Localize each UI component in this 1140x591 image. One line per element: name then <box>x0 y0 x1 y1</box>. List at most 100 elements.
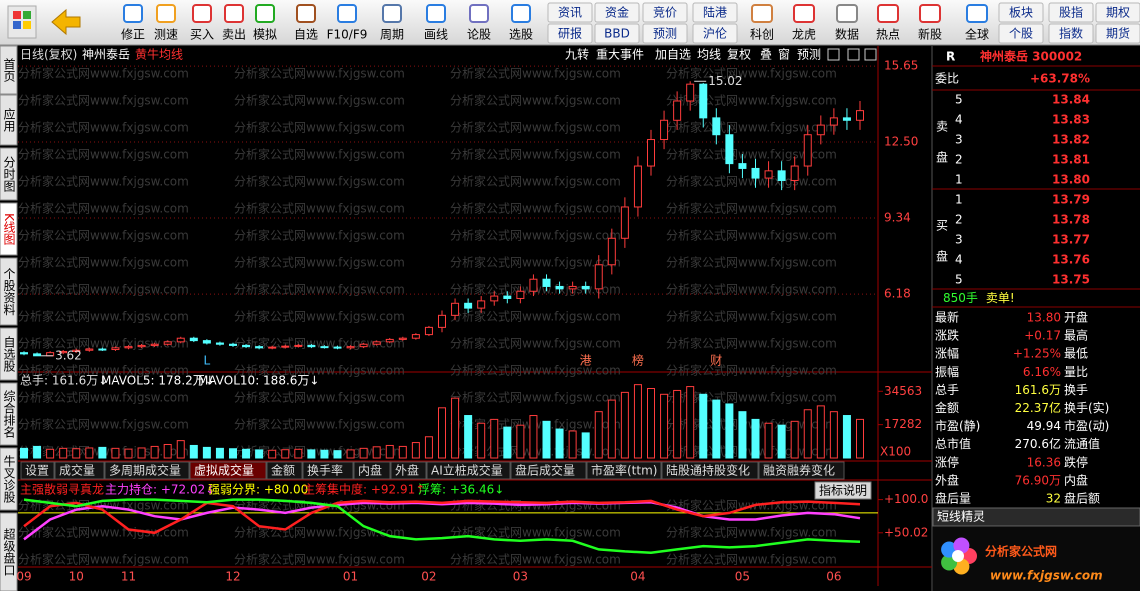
watermark-text: 分析家公式网www.fxjgsw.com <box>234 120 405 135</box>
button-label: 周期 <box>380 28 404 42</box>
event-marker: 榜 <box>632 353 644 368</box>
indicator-tab[interactable] <box>390 461 427 480</box>
indicator-tab[interactable] <box>426 461 511 480</box>
candle-body <box>607 237 616 266</box>
indicator-tab[interactable] <box>104 461 190 480</box>
stat-value: 6.16% <box>1023 365 1061 379</box>
volume-bar <box>699 393 708 459</box>
header-button[interactable]: 加自选 <box>655 48 691 62</box>
toolbar-button[interactable] <box>998 23 1044 44</box>
sidebar-tab[interactable] <box>0 147 18 201</box>
watermark-text: 分析家公式网www.fxjgsw.com <box>450 201 621 216</box>
sidebar-tab[interactable] <box>0 512 18 591</box>
volume-bar <box>189 444 198 459</box>
indicator-tab[interactable] <box>586 461 662 480</box>
button-icon <box>836 4 858 23</box>
sidebar-tab-label: 自选股 <box>2 336 16 373</box>
header-button[interactable]: 窗 <box>778 48 790 62</box>
toolbar-button[interactable] <box>642 2 688 23</box>
volume-bar <box>202 446 211 459</box>
tab-label: 盘后成交量 <box>515 463 575 478</box>
sidebar-tab[interactable] <box>0 202 18 256</box>
sidebar-tab[interactable] <box>0 327 18 381</box>
quote-title: 神州泰岳 300002 <box>980 49 1082 64</box>
header-button[interactable]: 叠 <box>760 48 772 62</box>
indicator-tab[interactable] <box>189 461 267 480</box>
volume-bar <box>607 399 616 459</box>
watermark-text: 分析家公式网www.fxjgsw.com <box>666 93 837 108</box>
header-icon[interactable] <box>847 48 860 61</box>
toolbar-button[interactable] <box>547 2 593 23</box>
candle-body <box>320 346 329 349</box>
button-icon <box>877 4 899 23</box>
indicator-tab[interactable] <box>54 461 105 480</box>
candle-body <box>242 344 251 348</box>
watermark-text: 分析家公式网www.fxjgsw.com <box>18 282 189 297</box>
volume-bar <box>816 405 825 459</box>
menu-icon[interactable] <box>7 5 37 39</box>
header-button[interactable]: 复权 <box>727 48 751 62</box>
header-button[interactable]: 重大事件 <box>596 48 644 62</box>
stat-label: 最新 <box>935 310 959 325</box>
volume-bar <box>803 409 812 459</box>
header-icon[interactable] <box>864 48 877 61</box>
indicator-help-button[interactable] <box>814 481 872 500</box>
sidebar-tab[interactable] <box>0 382 18 446</box>
stat-value: 270.6亿 <box>1015 436 1061 451</box>
volume-bar <box>633 384 642 459</box>
toolbar-button[interactable] <box>642 23 688 44</box>
indicator-tab[interactable] <box>266 461 303 480</box>
button-icon <box>426 4 446 23</box>
watermark-text: 分析家公式网www.fxjgsw.com <box>450 174 621 189</box>
button-label: 个股 <box>1009 27 1033 41</box>
watermark-text: 分析家公式网www.fxjgsw.com <box>450 525 621 540</box>
toolbar-button[interactable] <box>998 2 1044 23</box>
sidebar-tab[interactable] <box>0 45 18 95</box>
sidebar-tab[interactable] <box>0 257 18 326</box>
indicator-tab[interactable] <box>758 461 845 480</box>
indicator-tab[interactable] <box>302 461 354 480</box>
toolbar-button[interactable] <box>1048 2 1094 23</box>
volume-bar <box>372 446 381 459</box>
candle-body <box>163 341 172 345</box>
volume-bar <box>777 424 786 459</box>
header-button[interactable]: 九转 <box>565 47 589 62</box>
sidebar-tab[interactable] <box>0 447 18 511</box>
toolbar-button[interactable] <box>1095 2 1140 23</box>
watermark-text: 分析家公式网www.fxjgsw.com <box>450 336 621 351</box>
volume-bar <box>529 415 538 459</box>
indicator-tab[interactable] <box>661 461 759 480</box>
back-button[interactable] <box>51 8 81 36</box>
toolbar-button[interactable] <box>1095 23 1140 44</box>
volume-bar <box>581 432 590 459</box>
indicator-tab[interactable] <box>20 461 55 480</box>
volume-bar <box>385 444 394 459</box>
button-label: 科创 <box>750 28 774 42</box>
indicator-tab[interactable] <box>353 461 391 480</box>
toolbar-button[interactable] <box>692 2 738 23</box>
candle-body <box>842 117 851 121</box>
toolbar-button[interactable] <box>594 2 640 23</box>
toolbar-button[interactable] <box>692 23 738 44</box>
sidebar-tab[interactable] <box>0 94 18 146</box>
candle-body <box>346 346 355 349</box>
watermark-text: 分析家公式网www.fxjgsw.com <box>666 282 837 297</box>
watermark-text: 分析家公式网www.fxjgsw.com <box>234 228 405 243</box>
candle-body <box>451 302 460 316</box>
toolbar-button[interactable] <box>1048 23 1094 44</box>
volume-bar <box>320 449 329 459</box>
toolbar-button[interactable] <box>547 23 593 44</box>
x-tick-label: 04 <box>630 570 645 584</box>
volume-bar <box>490 418 499 459</box>
toolbar-button[interactable] <box>594 23 640 44</box>
watermark-text: 分析家公式网www.fxjgsw.com <box>234 552 405 567</box>
button-icon <box>793 4 815 23</box>
stat-label: 盘后额 <box>1064 491 1100 506</box>
tab-label: 多周期成交量 <box>109 463 181 478</box>
indicator-tab[interactable] <box>510 461 587 480</box>
watermark-text: 分析家公式网www.fxjgsw.com <box>234 417 405 432</box>
book-level: 4 <box>955 113 963 127</box>
header-icon[interactable] <box>827 48 840 61</box>
header-button[interactable]: 预测 <box>797 48 821 62</box>
header-button[interactable]: 均线 <box>697 48 721 62</box>
